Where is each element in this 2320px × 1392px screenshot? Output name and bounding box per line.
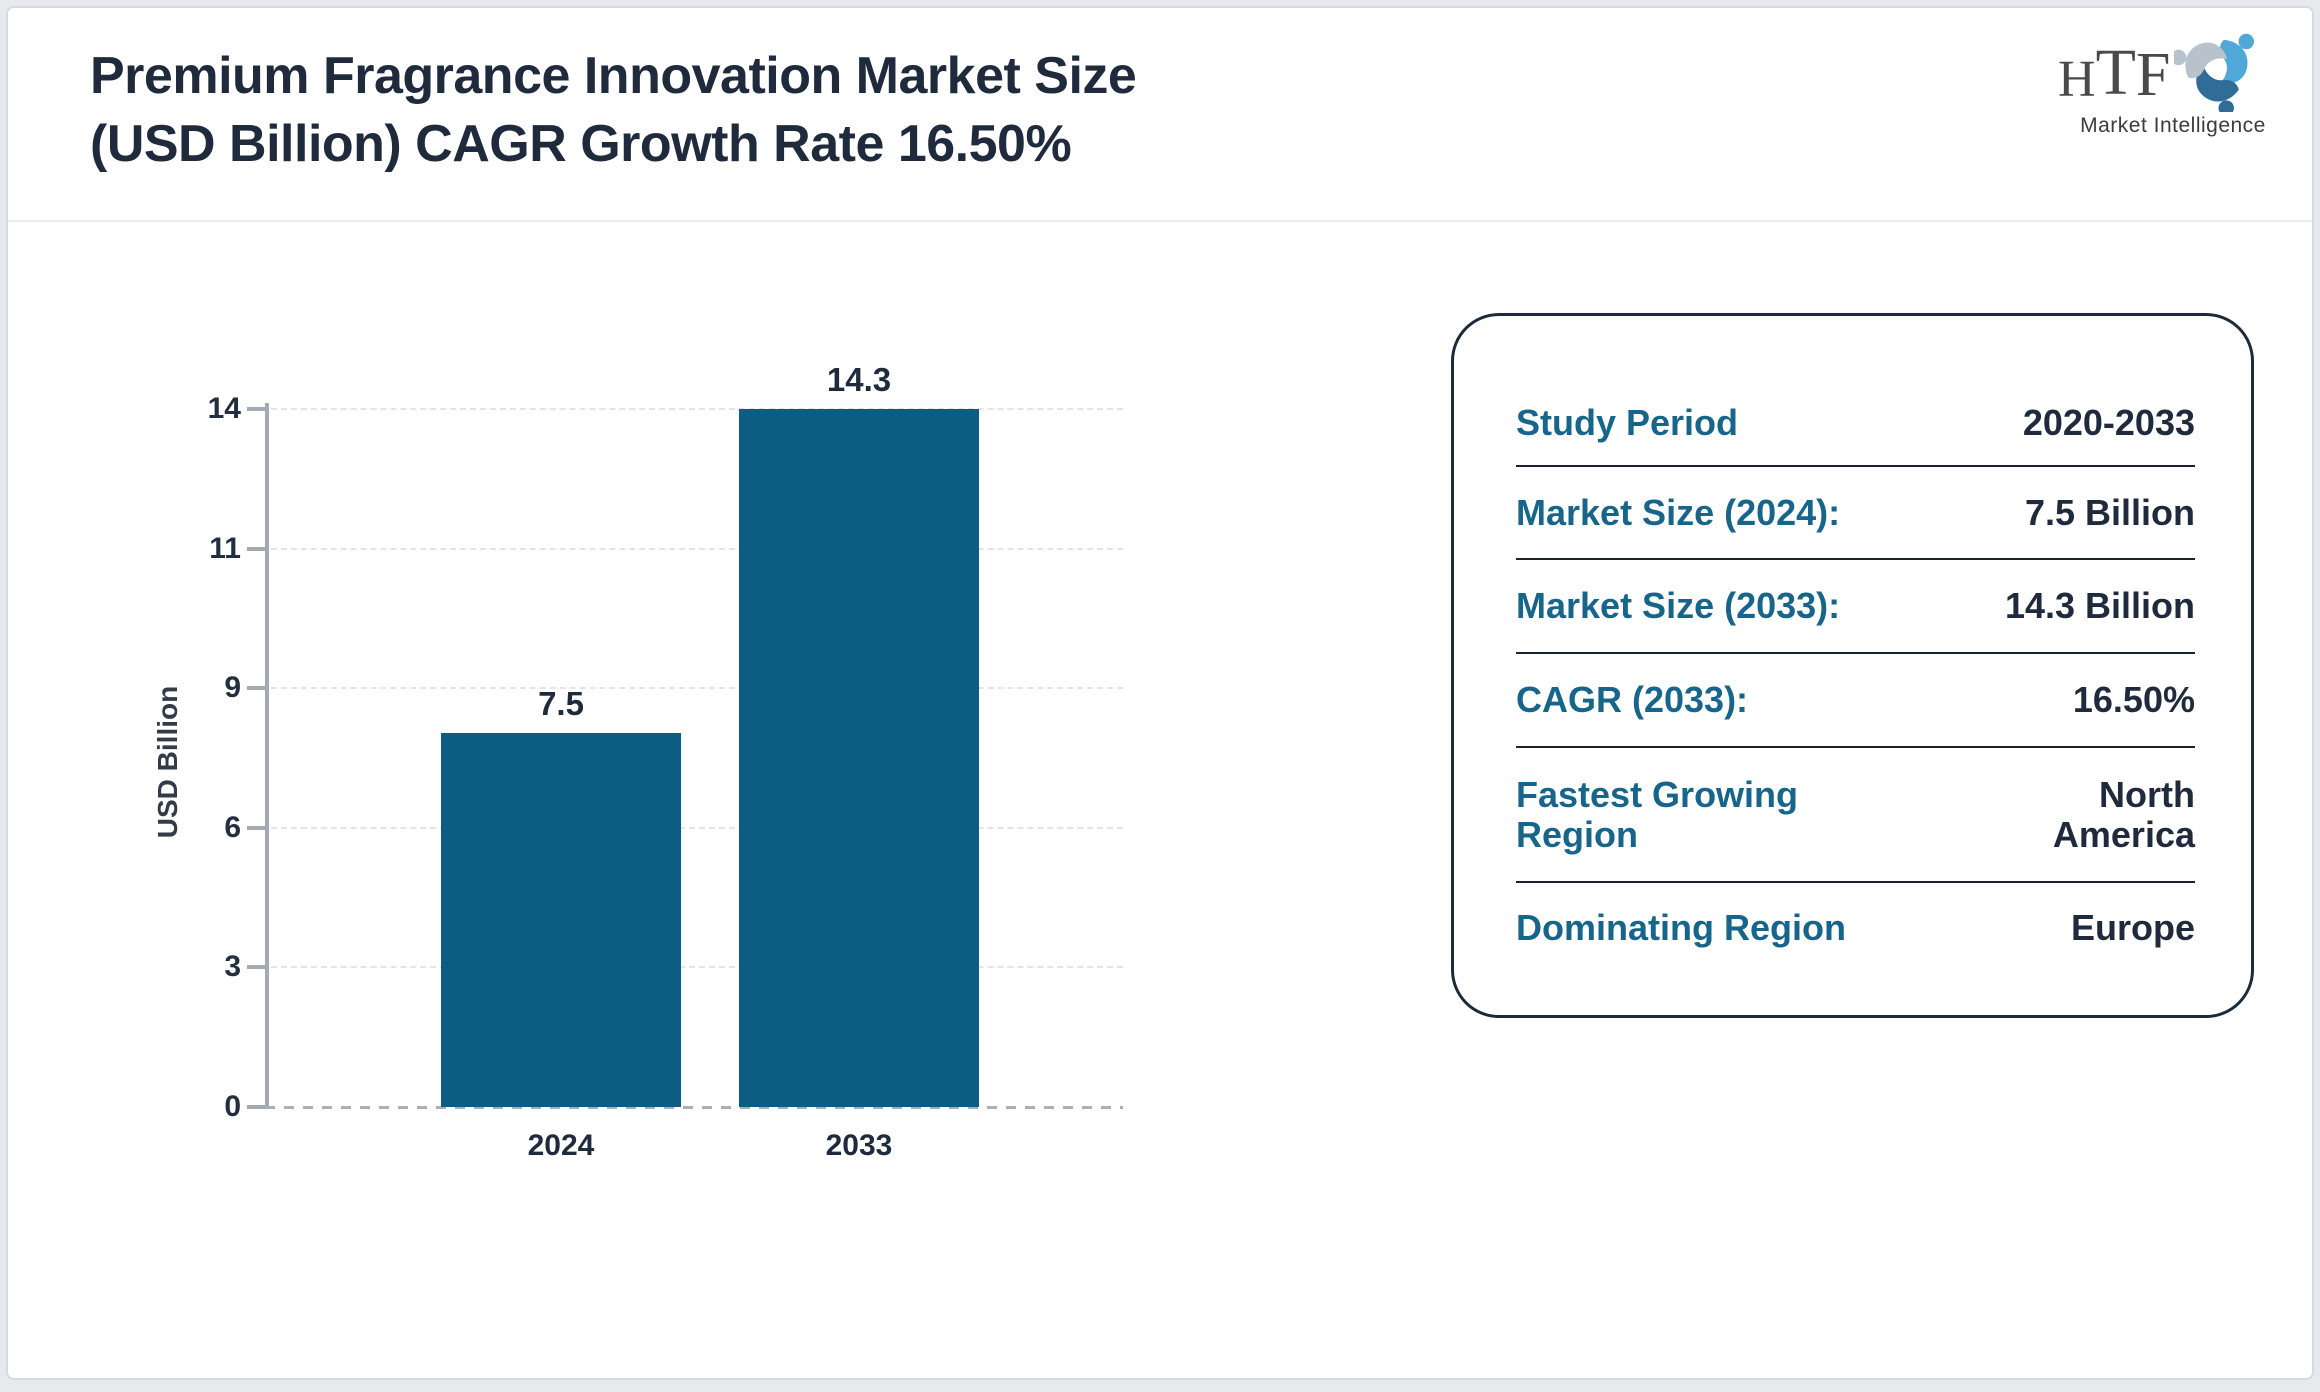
panel-row-label: Market Size (2024):: [1516, 491, 1841, 533]
panel-row: Study Period 2020-2033: [1516, 380, 2195, 465]
gridline: [271, 408, 1123, 410]
page-title: Premium Fragrance Innovation Market Size…: [90, 42, 1137, 178]
htf-logo-letter-f: F: [2135, 41, 2171, 109]
x-axis-baseline: [265, 1106, 1123, 1109]
gridline: [271, 826, 1123, 829]
y-axis-tick-label: 14: [207, 392, 241, 425]
panel-row-label: Study Period: [1516, 401, 1739, 443]
header-divider: [8, 220, 2312, 222]
y-axis-line: [265, 403, 269, 1109]
htf-logo-letter-h: H: [2058, 51, 2096, 108]
x-axis-category-label: 2024: [527, 1129, 595, 1162]
y-axis-tick: [247, 546, 265, 551]
y-axis-tick: [247, 686, 265, 691]
panel-row-value: 2020-2033: [2022, 401, 2195, 443]
panel-row-label: CAGR (2033):: [1516, 679, 1749, 720]
bar-2033: [739, 409, 979, 1107]
people-swirl-icon: [2174, 33, 2255, 112]
panel-row-value: North America: [2052, 773, 2195, 855]
panel-row-value: 7.5 Billion: [2024, 491, 2195, 533]
panel-row: Market Size (2024): 7.5 Billion: [1516, 467, 2195, 558]
panel-row-label: Market Size (2033):: [1516, 585, 1841, 626]
y-axis-tick: [247, 825, 265, 830]
htf-logo-text: H T F: [2058, 36, 2171, 109]
htf-logo-letter-t: T: [2095, 36, 2136, 109]
y-axis-tick-label: 6: [224, 810, 241, 844]
report-card: Premium Fragrance Innovation Market Size…: [6, 6, 2314, 1380]
page-title-line2: (USD Billion) CAGR Growth Rate 16.50%: [90, 115, 1072, 173]
gridline: [271, 547, 1123, 550]
panel-row-value: 16.50%: [2072, 679, 2195, 720]
y-axis-tick: [247, 1105, 265, 1109]
panel-row-divider: [1516, 465, 2195, 467]
panel-row: Dominating Region Europe: [1516, 883, 2195, 973]
bar-2024: [441, 733, 681, 1107]
y-axis-tick-label: 11: [209, 531, 241, 565]
page-title-line1: Premium Fragrance Innovation Market Size: [90, 47, 1137, 105]
panel-row-divider: [1516, 652, 2195, 654]
gridline: [271, 966, 1123, 969]
panel-row-divider: [1516, 746, 2195, 748]
y-axis-tick-label: 0: [224, 1090, 241, 1123]
panel-row: Market Size (2033): 14.3 Billion: [1516, 560, 2195, 652]
gridline: [271, 687, 1123, 690]
x-axis-category-label: 2033: [825, 1129, 893, 1162]
bar-value-label: 14.3: [826, 361, 892, 398]
htf-logo-row: H T F: [2058, 26, 2288, 112]
panel-row: CAGR (2033): 16.50%: [1516, 654, 2195, 746]
panel-row-label: Fastest Growing Region: [1516, 773, 1799, 855]
bar-value-label: 7.5: [538, 685, 584, 722]
y-axis-tick-label: 9: [224, 671, 241, 705]
y-axis-tick: [247, 965, 265, 970]
panel-row: Fastest Growing Region North America: [1516, 748, 2195, 881]
y-axis-tick-label: 3: [224, 950, 241, 984]
y-axis-tick: [247, 407, 265, 411]
htf-logo-subtext: Market Intelligence: [2080, 114, 2266, 137]
panel-row-label: Dominating Region: [1516, 907, 1846, 948]
summary-panel: Study Period 2020-2033 Market Size (2024):…: [1451, 313, 2254, 1018]
panel-row-divider: [1516, 881, 2195, 883]
panel-row-value: Europe: [2070, 907, 2195, 948]
panel-row-value: 14.3 Billion: [2004, 585, 2195, 626]
htf-logo: H T F: [2058, 26, 2288, 146]
panel-row-divider: [1516, 558, 2195, 560]
